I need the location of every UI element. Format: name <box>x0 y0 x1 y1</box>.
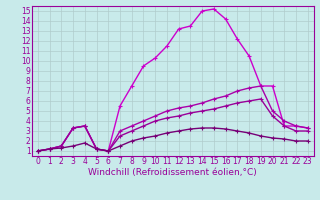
X-axis label: Windchill (Refroidissement éolien,°C): Windchill (Refroidissement éolien,°C) <box>88 168 257 177</box>
